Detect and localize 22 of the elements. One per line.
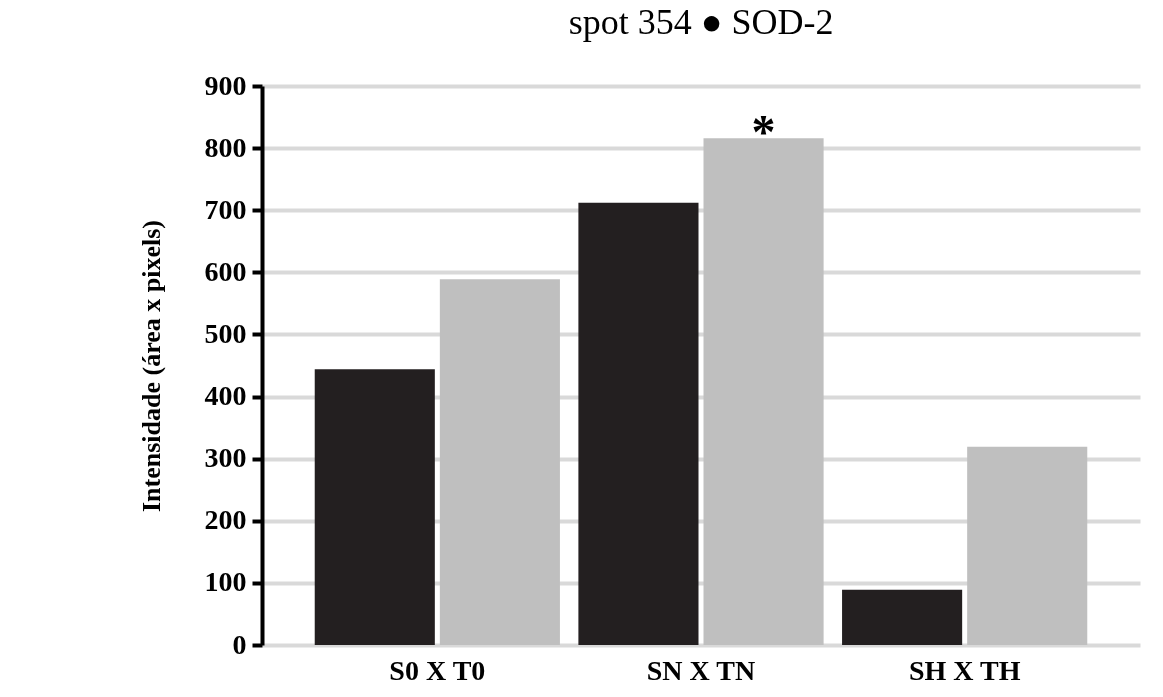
y-tick-label: 500 [204,317,247,349]
x-tick-label: SH X TH [908,654,1021,686]
y-tick-label: 300 [204,442,247,474]
y-axis-title: Intensidade (área x pixels) [136,219,166,513]
y-tick-label: 0 [232,628,247,660]
chart-title: spot 354 ● SOD-2 [568,2,834,42]
y-tick-label: 700 [204,193,247,225]
y-tick-label: 100 [204,566,247,598]
y-tick-label: 600 [204,255,247,287]
x-tick-label: S0 X T0 [389,654,486,686]
bar [439,279,560,645]
bar [967,446,1088,645]
x-tick-label: SN X TN [646,654,756,686]
bar [842,589,963,645]
y-tick-label: 800 [204,131,247,163]
bar [703,138,824,645]
y-tick-label: 900 [204,69,247,101]
bar [578,202,699,645]
annotation: * [751,105,776,159]
y-tick-label: 200 [204,504,247,536]
y-tick-label: 400 [204,380,247,412]
bar [314,369,435,645]
